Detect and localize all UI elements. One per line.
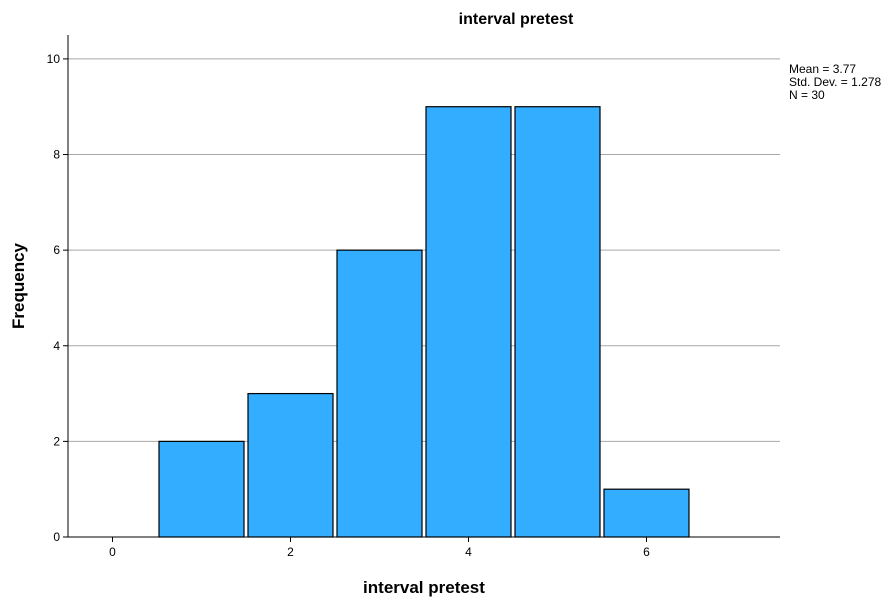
y-tick-label-0: 0 bbox=[53, 530, 60, 544]
stat-n: N = 30 bbox=[789, 88, 825, 102]
y-tick-label-8: 8 bbox=[53, 148, 60, 162]
x-tick-label-2: 2 bbox=[287, 545, 294, 559]
statistics-legend: Mean = 3.77 Std. Dev. = 1.278 N = 30 bbox=[789, 62, 881, 102]
gridlines bbox=[68, 58, 780, 442]
histogram-bar-6 bbox=[603, 488, 690, 538]
y-tick-label-6: 6 bbox=[53, 243, 60, 257]
bars bbox=[158, 106, 690, 538]
histogram-bar-3 bbox=[336, 249, 423, 538]
y-tick-label-2: 2 bbox=[53, 434, 60, 448]
chart-title: interval pretest bbox=[459, 11, 574, 28]
y-axis-ticks: 0 2 4 6 8 10 bbox=[47, 52, 68, 544]
stat-std-dev: Std. Dev. = 1.278 bbox=[789, 75, 881, 89]
x-tick-label-4: 4 bbox=[465, 545, 472, 559]
histogram-bar-5 bbox=[514, 106, 601, 538]
y-axis-label: Frequency bbox=[9, 242, 28, 329]
x-tick-label-6: 6 bbox=[643, 545, 650, 559]
y-tick-label-10: 10 bbox=[47, 52, 61, 66]
x-tick-label-0: 0 bbox=[109, 545, 116, 559]
histogram-bar-4 bbox=[425, 106, 512, 538]
x-axis-label: interval pretest bbox=[363, 578, 485, 597]
x-axis-ticks: 0 2 4 6 bbox=[109, 537, 650, 559]
stat-mean: Mean = 3.77 bbox=[789, 62, 856, 76]
y-tick-label-4: 4 bbox=[53, 339, 60, 353]
histogram-bar-1 bbox=[158, 440, 245, 538]
histogram-bar-2 bbox=[247, 392, 334, 538]
